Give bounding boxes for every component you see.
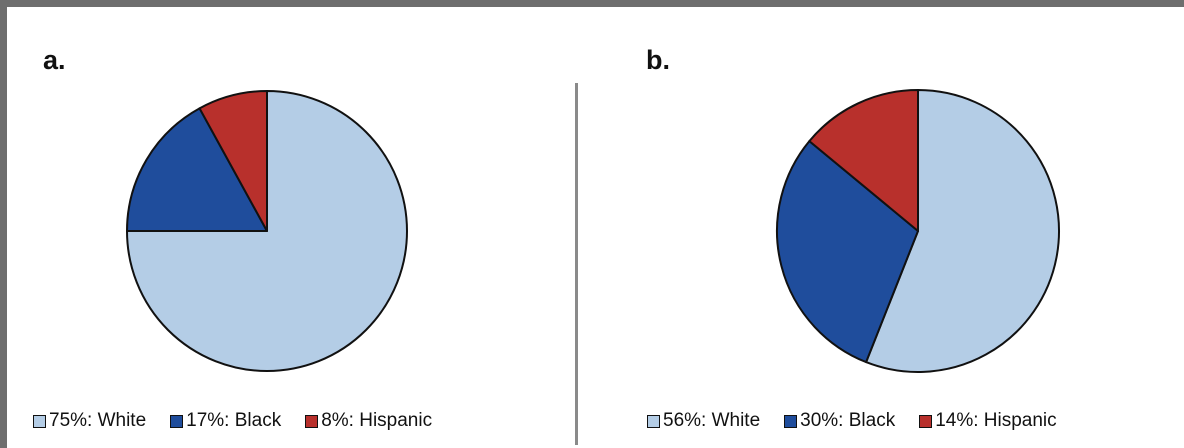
pie-slice-hispanic: [808, 89, 919, 232]
legend-label-hispanic: 14%: Hispanic: [935, 410, 1057, 431]
legend-item-black: 30%: Black: [784, 410, 895, 432]
pie-chart-b: [776, 89, 1060, 373]
pie-slice-hispanic: [198, 90, 268, 232]
legend-swatch-black: [784, 414, 798, 428]
legend-label-hispanic: 8%: Hispanic: [321, 410, 433, 431]
legend-swatch-white: [33, 414, 46, 428]
pie-slice-black: [776, 140, 919, 364]
legend-label-black: 17%: Black: [186, 410, 282, 431]
pie-slice-black: [126, 107, 268, 232]
panel-divider: [575, 83, 578, 445]
legend-a: 75%: White 17%: Black 8%: Hispanic: [33, 409, 432, 433]
panel-label-b: b.: [646, 45, 670, 75]
legend-label-black: 30%: Black: [800, 410, 896, 431]
legend-item-black: 17%: Black: [170, 410, 281, 432]
legend-swatch-hispanic: [919, 414, 933, 428]
legend-item-white: 75%: White: [33, 410, 146, 432]
legend-item-white: 56%: White: [647, 410, 760, 432]
legend-swatch-white: [647, 414, 660, 428]
panel-label-a: a.: [43, 45, 66, 75]
legend-item-hispanic: 8%: Hispanic: [305, 410, 432, 432]
legend-b: 56%: White 30%: Black 14%: Hispanic: [647, 409, 1057, 433]
legend-item-hispanic: 14%: Hispanic: [919, 410, 1057, 432]
legend-swatch-hispanic: [305, 414, 319, 428]
legend-swatch-black: [170, 414, 184, 428]
pie-slice-white: [865, 89, 1060, 373]
legend-label-white: 56%: White: [663, 410, 761, 431]
legend-label-white: 75%: White: [49, 410, 147, 431]
pie-slice-white: [126, 90, 408, 372]
pie-chart-a: [126, 90, 408, 372]
